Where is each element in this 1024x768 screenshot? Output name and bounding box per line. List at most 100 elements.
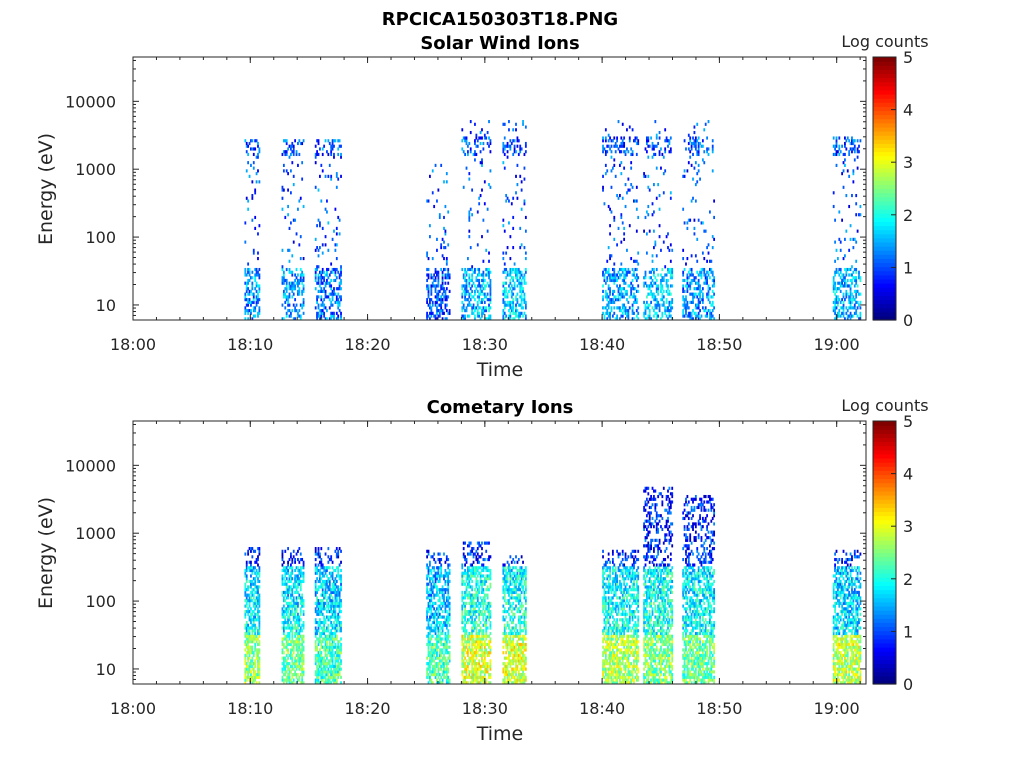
colorbar-swatch bbox=[873, 163, 896, 169]
heatmap-cell bbox=[252, 298, 255, 302]
heatmap-cell bbox=[295, 577, 298, 581]
heatmap-cell bbox=[447, 604, 450, 608]
heatmap-cell bbox=[333, 626, 335, 630]
heatmap-cell bbox=[434, 645, 437, 649]
heatmap-cell bbox=[319, 653, 321, 657]
heatmap-cell bbox=[475, 634, 478, 638]
heatmap-cell bbox=[604, 163, 607, 167]
heatmap-cell bbox=[468, 177, 471, 181]
heatmap-cell bbox=[291, 629, 294, 633]
heatmap-cell bbox=[287, 642, 289, 647]
heatmap-cell bbox=[509, 287, 512, 291]
heatmap-cell bbox=[471, 640, 474, 644]
heatmap-cell bbox=[655, 196, 658, 200]
heatmap-cell bbox=[461, 579, 464, 584]
heatmap-cell bbox=[462, 303, 465, 307]
heatmap-cell bbox=[285, 566, 288, 570]
heatmap-cell bbox=[320, 577, 323, 581]
heatmap-cell bbox=[431, 629, 434, 633]
heatmap-cell bbox=[472, 295, 475, 299]
heatmap-cell bbox=[429, 667, 431, 671]
heatmap-cell bbox=[468, 303, 471, 307]
heatmap-cell bbox=[658, 207, 661, 211]
heatmap-cell bbox=[620, 141, 623, 146]
heatmap-cell bbox=[287, 568, 289, 573]
heatmap-cell bbox=[323, 618, 326, 622]
heatmap-cell bbox=[245, 629, 248, 633]
heatmap-cell bbox=[524, 306, 527, 310]
heatmap-cell bbox=[430, 314, 433, 318]
heatmap-cell bbox=[330, 634, 333, 638]
heatmap-cell bbox=[609, 317, 611, 321]
heatmap-cell bbox=[292, 549, 295, 553]
heatmap-cell bbox=[465, 292, 468, 296]
heatmap-cell bbox=[469, 620, 472, 625]
heatmap-cell bbox=[468, 292, 471, 296]
heatmap-cell bbox=[327, 667, 330, 671]
heatmap-cell bbox=[433, 278, 436, 283]
heatmap-cell bbox=[655, 284, 658, 288]
heatmap-cell bbox=[284, 300, 287, 304]
heatmap-cell bbox=[244, 678, 247, 682]
heatmap-cell bbox=[478, 278, 481, 283]
heatmap-cell bbox=[291, 309, 294, 313]
heatmap-cell bbox=[334, 610, 337, 614]
heatmap-cell bbox=[478, 295, 481, 299]
heatmap-cell bbox=[465, 298, 468, 302]
heatmap-cell bbox=[252, 610, 255, 614]
heatmap-cell bbox=[441, 287, 444, 291]
heatmap-cell bbox=[297, 645, 299, 649]
heatmap-cell bbox=[248, 629, 251, 633]
heatmap-cell bbox=[431, 670, 434, 674]
heatmap-cell bbox=[291, 656, 294, 660]
heatmap-cell bbox=[314, 237, 317, 241]
heatmap-cell bbox=[627, 314, 630, 318]
heatmap-cell bbox=[502, 150, 505, 154]
heatmap-cell bbox=[326, 640, 328, 644]
heatmap-cell bbox=[320, 314, 323, 318]
heatmap-cell bbox=[245, 287, 248, 291]
heatmap-cell bbox=[431, 634, 434, 638]
heatmap-cell bbox=[335, 637, 338, 641]
heatmap-cell bbox=[335, 585, 338, 589]
heatmap-cell bbox=[700, 298, 703, 302]
heatmap-cell bbox=[335, 295, 338, 299]
heatmap-cell bbox=[251, 284, 254, 288]
heatmap-cell bbox=[692, 136, 694, 140]
heatmap-cell bbox=[288, 566, 291, 570]
heatmap-cell bbox=[247, 670, 250, 674]
heatmap-cell bbox=[489, 169, 492, 173]
heatmap-cell bbox=[285, 588, 288, 592]
heatmap-cell bbox=[465, 620, 468, 625]
heatmap-cell bbox=[321, 267, 324, 272]
heatmap-cell bbox=[255, 270, 258, 274]
heatmap-cell bbox=[689, 273, 692, 277]
heatmap-cell bbox=[431, 276, 434, 280]
heatmap-cell bbox=[426, 317, 429, 321]
heatmap-cell bbox=[475, 152, 478, 157]
heatmap-cell bbox=[323, 590, 326, 594]
heatmap-cell bbox=[327, 670, 330, 674]
heatmap-cell bbox=[835, 287, 838, 291]
heatmap-cell bbox=[285, 596, 288, 600]
heatmap-cell bbox=[472, 306, 475, 310]
heatmap-cell bbox=[475, 571, 478, 575]
heatmap-cell bbox=[669, 270, 672, 274]
heatmap-cell bbox=[321, 590, 324, 594]
heatmap-cell bbox=[448, 681, 451, 685]
heatmap-cell bbox=[314, 144, 317, 148]
heatmap-cell bbox=[512, 152, 515, 157]
heatmap-cell bbox=[252, 568, 255, 573]
heatmap-cell bbox=[248, 267, 251, 272]
colorbar-swatch bbox=[873, 204, 896, 210]
heatmap-cell bbox=[285, 645, 288, 649]
heatmap-cell bbox=[254, 659, 257, 663]
heatmap-cell bbox=[509, 314, 512, 318]
heatmap-cell bbox=[443, 645, 445, 649]
heatmap-cell bbox=[645, 251, 648, 255]
heatmap-cell bbox=[842, 303, 845, 307]
heatmap-cell bbox=[250, 590, 252, 594]
heatmap-cell bbox=[472, 637, 475, 641]
heatmap-cell bbox=[482, 311, 485, 315]
heatmap-cell bbox=[707, 270, 710, 274]
